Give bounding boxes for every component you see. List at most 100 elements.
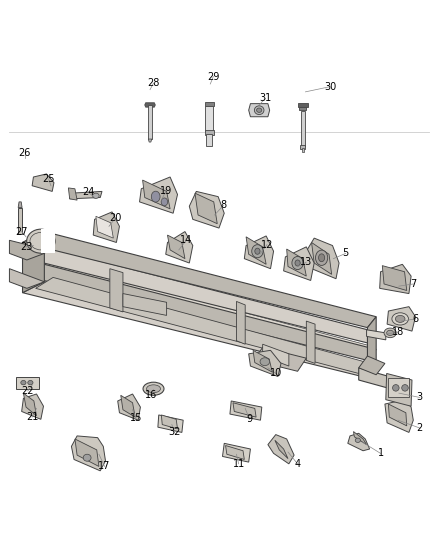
Polygon shape xyxy=(158,415,183,432)
Text: 1: 1 xyxy=(378,448,384,458)
Polygon shape xyxy=(10,269,44,288)
Polygon shape xyxy=(189,191,224,228)
Text: 14: 14 xyxy=(180,235,192,245)
Ellipse shape xyxy=(260,358,270,366)
Polygon shape xyxy=(226,446,244,459)
Polygon shape xyxy=(367,317,376,378)
Text: 3: 3 xyxy=(417,392,423,402)
Text: 20: 20 xyxy=(109,214,121,223)
Text: 25: 25 xyxy=(42,174,55,184)
Text: 17: 17 xyxy=(99,462,111,472)
Text: 22: 22 xyxy=(21,386,34,396)
Polygon shape xyxy=(367,330,386,340)
Polygon shape xyxy=(167,235,185,259)
Polygon shape xyxy=(21,394,43,419)
Text: 7: 7 xyxy=(410,279,417,289)
Polygon shape xyxy=(306,321,315,364)
Polygon shape xyxy=(96,216,113,238)
Polygon shape xyxy=(387,306,416,331)
Polygon shape xyxy=(93,212,120,243)
Polygon shape xyxy=(297,103,308,107)
Text: 28: 28 xyxy=(147,78,160,88)
Ellipse shape xyxy=(257,108,262,112)
Ellipse shape xyxy=(295,260,300,266)
Polygon shape xyxy=(249,103,270,117)
Polygon shape xyxy=(233,403,256,417)
Bar xyxy=(205,130,214,135)
Bar xyxy=(18,207,22,234)
Polygon shape xyxy=(121,395,135,417)
Polygon shape xyxy=(268,434,294,464)
Bar xyxy=(301,111,304,147)
Polygon shape xyxy=(263,344,289,366)
Polygon shape xyxy=(275,440,288,458)
Ellipse shape xyxy=(27,229,55,253)
Ellipse shape xyxy=(21,381,26,385)
Polygon shape xyxy=(22,231,376,328)
Polygon shape xyxy=(140,177,177,213)
Polygon shape xyxy=(359,356,385,375)
Bar xyxy=(301,148,304,152)
Text: 23: 23 xyxy=(20,242,32,252)
Text: 6: 6 xyxy=(413,314,419,324)
Polygon shape xyxy=(161,415,177,429)
Text: 18: 18 xyxy=(392,327,404,337)
Text: 31: 31 xyxy=(259,93,272,103)
Text: 29: 29 xyxy=(207,71,219,82)
Polygon shape xyxy=(22,264,376,360)
Polygon shape xyxy=(287,249,306,276)
Polygon shape xyxy=(195,193,217,224)
Text: 13: 13 xyxy=(300,257,312,267)
Polygon shape xyxy=(253,350,272,372)
Polygon shape xyxy=(230,401,262,420)
Polygon shape xyxy=(145,103,155,107)
Text: 32: 32 xyxy=(168,427,180,438)
Text: 16: 16 xyxy=(145,390,157,400)
Ellipse shape xyxy=(252,245,263,258)
Polygon shape xyxy=(32,174,54,191)
Polygon shape xyxy=(148,139,152,142)
Polygon shape xyxy=(382,265,407,290)
Polygon shape xyxy=(348,433,370,451)
Ellipse shape xyxy=(384,328,396,338)
Polygon shape xyxy=(306,238,339,279)
Ellipse shape xyxy=(292,256,303,270)
Text: 10: 10 xyxy=(270,368,282,378)
Polygon shape xyxy=(223,443,251,462)
Bar xyxy=(205,102,214,106)
Ellipse shape xyxy=(92,193,99,198)
Bar xyxy=(389,378,410,398)
Polygon shape xyxy=(18,202,22,207)
Ellipse shape xyxy=(161,198,168,206)
Ellipse shape xyxy=(402,385,408,391)
Polygon shape xyxy=(70,191,102,199)
Polygon shape xyxy=(44,260,367,356)
Text: 8: 8 xyxy=(220,200,226,211)
Text: 26: 26 xyxy=(18,148,31,158)
Ellipse shape xyxy=(392,313,409,325)
Polygon shape xyxy=(10,240,44,260)
Polygon shape xyxy=(311,243,332,274)
Ellipse shape xyxy=(255,248,260,254)
Polygon shape xyxy=(143,180,170,209)
Polygon shape xyxy=(389,404,407,426)
Ellipse shape xyxy=(396,316,405,322)
Text: 12: 12 xyxy=(261,240,273,249)
Text: 15: 15 xyxy=(130,414,142,423)
Polygon shape xyxy=(299,107,306,110)
Polygon shape xyxy=(249,350,281,376)
Polygon shape xyxy=(244,236,274,269)
Ellipse shape xyxy=(147,385,160,393)
Polygon shape xyxy=(385,400,413,432)
Bar xyxy=(148,105,152,139)
Text: 9: 9 xyxy=(247,414,253,424)
Polygon shape xyxy=(75,439,99,466)
Text: 30: 30 xyxy=(324,82,336,92)
Ellipse shape xyxy=(143,382,164,395)
Polygon shape xyxy=(41,229,55,253)
Text: 24: 24 xyxy=(82,187,94,197)
Bar xyxy=(205,106,213,131)
Polygon shape xyxy=(246,237,266,264)
Polygon shape xyxy=(23,393,36,416)
Polygon shape xyxy=(118,394,141,420)
